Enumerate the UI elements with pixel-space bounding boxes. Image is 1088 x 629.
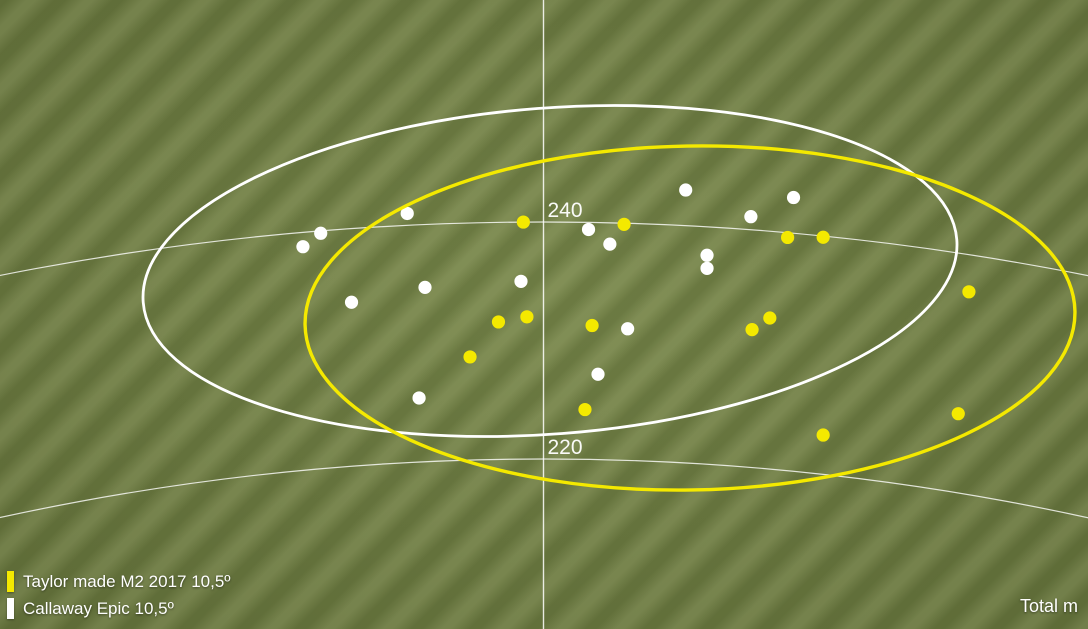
shot-dot[interactable] <box>951 407 965 421</box>
shot-dot[interactable] <box>463 350 477 364</box>
shot-dot[interactable] <box>591 367 605 381</box>
shot-dot[interactable] <box>786 190 801 205</box>
shot-dot[interactable] <box>816 428 830 442</box>
shot-dot[interactable] <box>745 323 759 337</box>
shot-dot[interactable] <box>314 226 328 240</box>
shot-dot[interactable] <box>520 310 534 324</box>
shot-dot[interactable] <box>400 206 414 221</box>
shot-dot[interactable] <box>514 274 528 288</box>
legend-item-label: Taylor made M2 2017 10,5º <box>23 572 231 591</box>
shot-dot[interactable] <box>816 230 830 244</box>
total-distance-unit-label: Total m <box>1019 596 1078 616</box>
legend-item-label: Callaway Epic 10,5º <box>23 599 174 618</box>
shot-dot[interactable] <box>679 183 693 197</box>
shot-dot[interactable] <box>516 215 530 229</box>
dispersion-ellipse <box>303 144 1077 492</box>
shot-dot[interactable] <box>491 315 506 329</box>
shot-dot[interactable] <box>603 237 617 251</box>
shot-dot[interactable] <box>700 261 714 275</box>
shot-dot[interactable] <box>617 217 631 231</box>
shot-dot[interactable] <box>412 391 426 405</box>
distance-ring-label-220: 220 <box>548 436 583 459</box>
legend-item-taylormade-m2[interactable]: Taylor made M2 2017 10,5º <box>7 571 231 592</box>
legend-color-swatch-yellow <box>7 571 14 592</box>
shot-dot[interactable] <box>700 248 714 262</box>
shot-dot[interactable] <box>418 280 432 294</box>
shot-dot[interactable] <box>296 240 310 254</box>
legend-item-callaway-epic[interactable]: Callaway Epic 10,5º <box>7 598 231 619</box>
distance-ring-label-240: 240 <box>548 199 583 222</box>
shot-dot[interactable] <box>763 311 777 325</box>
shot-dot[interactable] <box>578 402 592 417</box>
legend-color-swatch-white <box>7 598 14 619</box>
dispersion-ellipse <box>141 104 959 438</box>
shot-dot[interactable] <box>621 322 635 336</box>
shot-dot[interactable] <box>744 210 758 224</box>
shot-dot[interactable] <box>581 222 596 237</box>
club-legend: Taylor made M2 2017 10,5º Callaway Epic … <box>7 571 231 619</box>
shot-dot[interactable] <box>585 318 599 333</box>
shot-dot[interactable] <box>962 285 976 299</box>
shot-dot[interactable] <box>344 295 359 309</box>
shot-dot[interactable] <box>781 230 795 245</box>
